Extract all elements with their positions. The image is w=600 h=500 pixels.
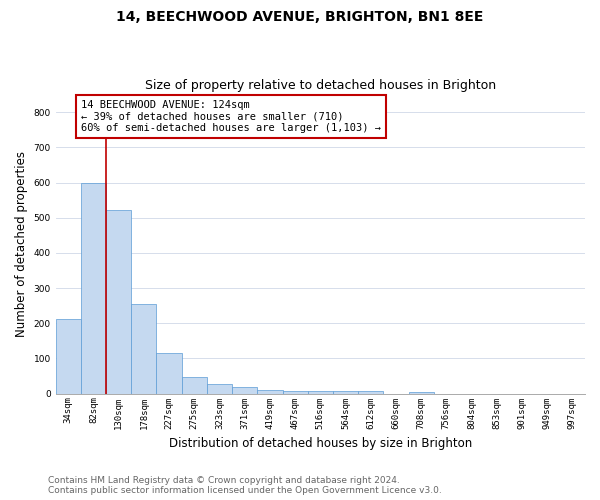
Bar [106, 210, 131, 394]
X-axis label: Distribution of detached houses by size in Brighton: Distribution of detached houses by size … [169, 437, 472, 450]
Bar [283, 391, 308, 394]
Bar [409, 392, 434, 394]
Text: Contains HM Land Registry data © Crown copyright and database right 2024.
Contai: Contains HM Land Registry data © Crown c… [48, 476, 442, 495]
Bar [182, 377, 207, 394]
Bar [81, 183, 106, 394]
Title: Size of property relative to detached houses in Brighton: Size of property relative to detached ho… [145, 79, 496, 92]
Bar [308, 391, 333, 394]
Bar [232, 388, 257, 394]
Y-axis label: Number of detached properties: Number of detached properties [15, 151, 28, 337]
Bar [207, 384, 232, 394]
Bar [358, 391, 383, 394]
Text: 14, BEECHWOOD AVENUE, BRIGHTON, BN1 8EE: 14, BEECHWOOD AVENUE, BRIGHTON, BN1 8EE [116, 10, 484, 24]
Text: 14 BEECHWOOD AVENUE: 124sqm
← 39% of detached houses are smaller (710)
60% of se: 14 BEECHWOOD AVENUE: 124sqm ← 39% of det… [81, 100, 381, 133]
Bar [131, 304, 157, 394]
Bar [56, 318, 81, 394]
Bar [257, 390, 283, 394]
Bar [157, 353, 182, 394]
Bar [333, 391, 358, 394]
